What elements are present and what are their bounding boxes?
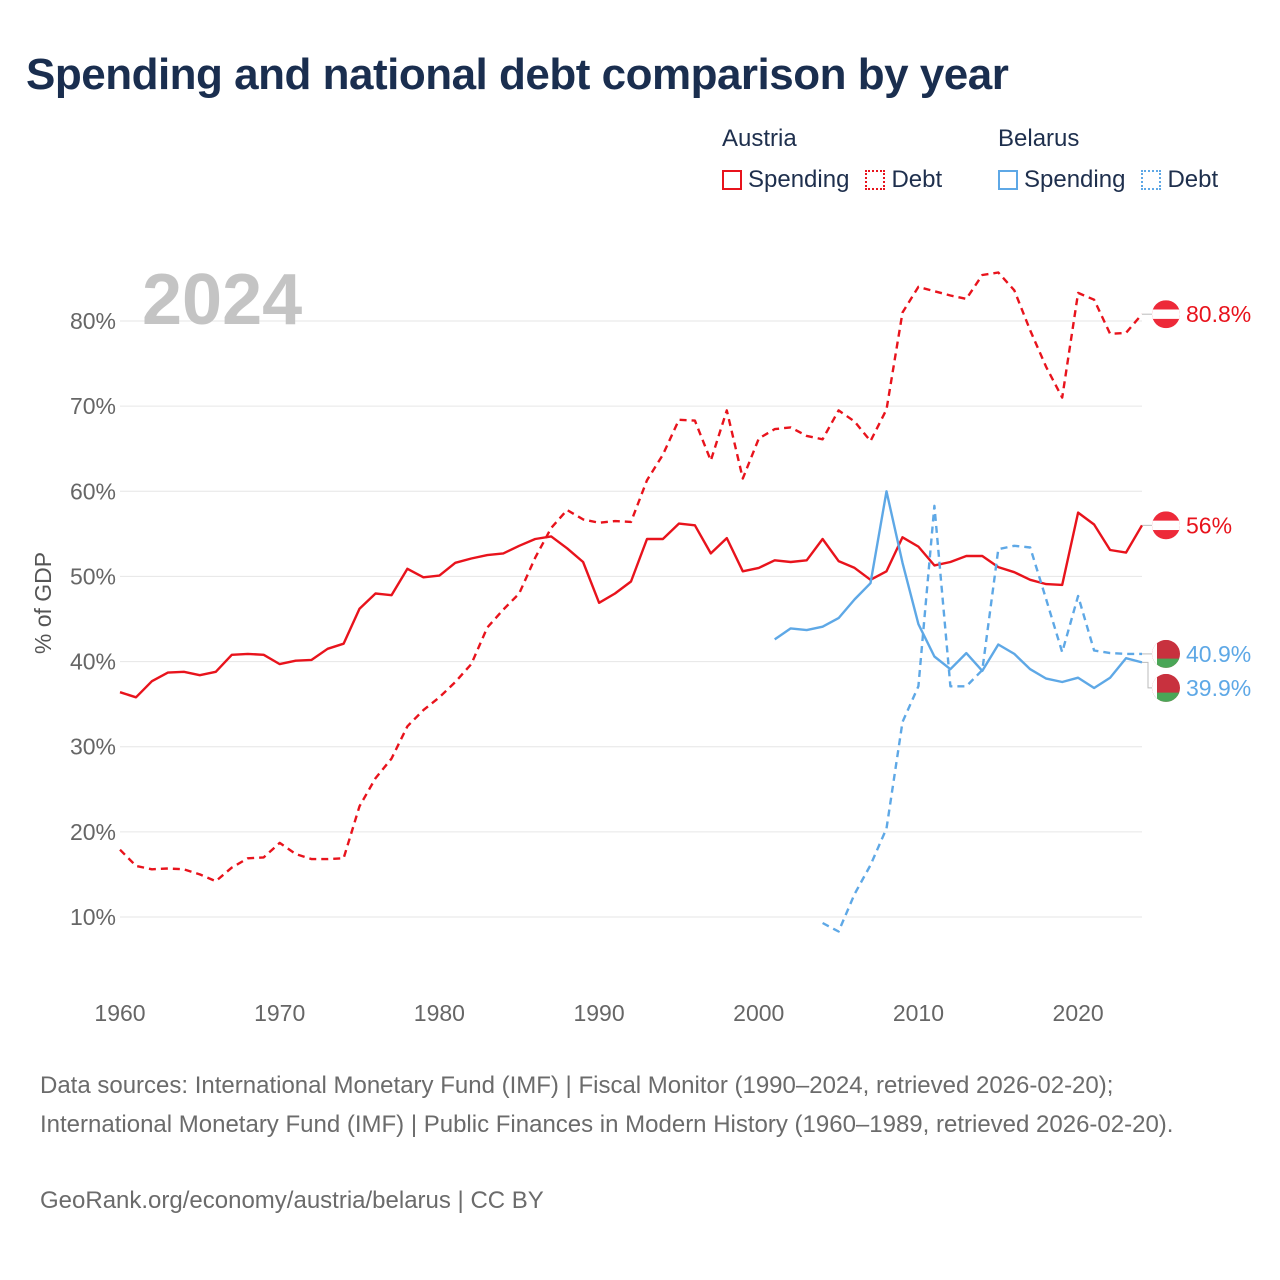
data-sources: Data sources: International Monetary Fun… [40, 1072, 1174, 1138]
legend-belarus-debt-label: Debt [1167, 166, 1219, 193]
belarus-flag-ornament [1152, 639, 1157, 668]
x-tick-label: 2020 [1053, 1000, 1104, 1026]
belarus-spending-line [774, 490, 1143, 690]
y-tick-label: 10% [70, 904, 116, 930]
legend-belarus: Belarus Spending Debt [998, 124, 1218, 194]
x-tick-label: 2010 [893, 1000, 944, 1026]
legend-austria-debt-label: Debt [891, 166, 943, 193]
y-tick-label: 70% [70, 393, 116, 419]
x-tick-label: 1990 [573, 1000, 624, 1026]
belarus-flag-stripe [1152, 658, 1180, 668]
y-tick-label: 80% [70, 308, 116, 334]
legend-austria-spending-label: Spending [748, 166, 850, 193]
x-tick-label: 2000 [733, 1000, 784, 1026]
credit-link[interactable]: GeoRank.org/economy/austria/belarus | CC… [40, 1187, 544, 1214]
y-tick-label: 50% [70, 563, 116, 589]
legend-austria-spending[interactable]: Spending [722, 166, 849, 194]
dotted-swatch-icon [865, 170, 886, 190]
solid-swatch-icon [998, 170, 1018, 190]
y-tick-label: 20% [70, 819, 116, 845]
legend-austria-label: Austria [722, 125, 797, 152]
belarus-spending-connector [1142, 661, 1152, 689]
austria-debt-line [119, 271, 1143, 883]
solid-swatch-icon [722, 170, 742, 190]
belarus-debt-line [822, 504, 1142, 933]
austria-debt-end-label: 80.8% [1186, 301, 1251, 327]
x-tick-label: 1980 [414, 1000, 465, 1026]
y-tick-label: 40% [70, 649, 116, 675]
chart-plot: 10% 20% 30% 40% 50% 60% 70% 80% 1960 1970 1980 1990… [30, 260, 1251, 1026]
legend-belarus-label: Belarus [998, 125, 1080, 152]
legend-belarus-spending[interactable]: Spending [998, 166, 1125, 194]
y-axis-label: % of GDP [30, 552, 56, 654]
austria-flag-stripe [1152, 309, 1180, 319]
austria-spending-end-label: 56% [1186, 512, 1232, 538]
legend-belarus-debt[interactable]: Debt [1141, 166, 1218, 194]
legend-austria-debt[interactable]: Debt [865, 166, 942, 194]
x-tick-label: 1960 [94, 1000, 145, 1026]
x-tick-label: 1970 [254, 1000, 305, 1026]
legend-belarus-spending-label: Spending [1024, 166, 1126, 193]
belarus-flag-ornament [1152, 673, 1157, 702]
belarus-spending-end-label: 39.9% [1186, 675, 1251, 701]
austria-flag-stripe [1152, 520, 1180, 531]
belarus-flag-stripe [1152, 692, 1180, 702]
austria-spending-line [119, 511, 1144, 699]
y-tick-label: 30% [70, 734, 116, 760]
y-tick-label: 60% [70, 478, 116, 504]
chart-title: Spending and national debt comparison by… [26, 50, 1009, 99]
belarus-debt-end-label: 40.9% [1186, 641, 1251, 667]
legend-austria: Austria Spending Debt [722, 124, 942, 194]
year-label: 2024 [142, 260, 302, 340]
dotted-swatch-icon [1141, 170, 1162, 190]
